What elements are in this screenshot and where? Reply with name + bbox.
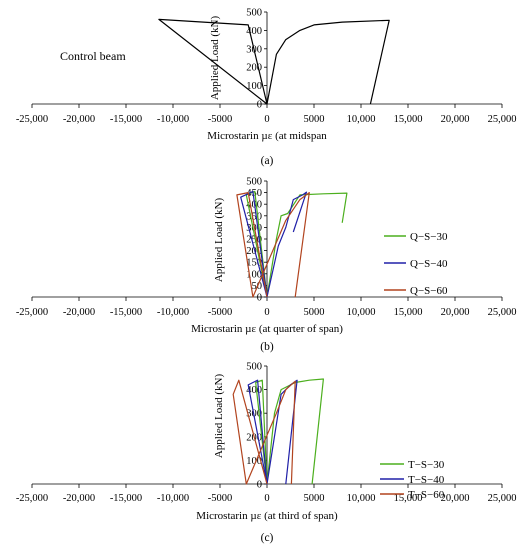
- x-tick-label: -25,000: [16, 114, 48, 125]
- legend-label: Q−S−40: [410, 258, 448, 270]
- y-tick-label: 450: [246, 188, 262, 199]
- panel-caption: (b): [260, 341, 274, 353]
- x-tick-label: 0: [264, 114, 269, 125]
- y-tick-label: 500: [246, 8, 262, 19]
- x-tick-label: 15,000: [394, 493, 423, 504]
- y-tick-label: 0: [257, 100, 262, 111]
- y-tick-label: 500: [246, 177, 262, 188]
- x-tick-label: -25,000: [16, 493, 48, 504]
- x-tick-label: -15,000: [110, 493, 142, 504]
- y-tick-label: 500: [246, 362, 262, 373]
- legend-label: Q−S−30: [410, 231, 448, 243]
- y-axis-title: Applied Load (kN): [213, 198, 225, 283]
- x-tick-label: -10,000: [157, 493, 189, 504]
- series-line-1: [158, 18, 390, 105]
- series-line-2: [247, 379, 298, 485]
- x-tick-label: -20,000: [63, 114, 95, 125]
- y-tick-label: 50: [252, 281, 263, 292]
- x-tick-label: 15,000: [394, 114, 423, 125]
- legend-label: T−S−40: [408, 474, 445, 486]
- x-tick-label: 20,000: [441, 493, 470, 504]
- x-axis-title: Microstarin µε (at quarter of span): [191, 323, 343, 335]
- x-tick-label: 10,000: [347, 307, 376, 318]
- y-tick-label: 100: [246, 81, 262, 92]
- y-tick-label: 150: [246, 258, 262, 269]
- x-tick-label: -5000: [208, 493, 233, 504]
- legend-label: T−S−60: [408, 489, 445, 501]
- x-tick-label: 5000: [304, 114, 325, 125]
- y-tick-label: 200: [246, 246, 262, 257]
- x-tick-label: 10,000: [347, 493, 376, 504]
- x-axis-title: Microstarin µε (at midspan: [207, 130, 327, 142]
- y-tick-label: 200: [246, 63, 262, 74]
- x-tick-label: 5000: [304, 307, 325, 318]
- series-line-3: [232, 379, 296, 485]
- y-tick-label: 250: [246, 235, 262, 246]
- y-tick-label: 100: [246, 269, 262, 280]
- series-line-1: [255, 378, 324, 485]
- x-tick-label: -5000: [208, 307, 233, 318]
- y-tick-label: 350: [246, 211, 262, 222]
- series-line-3: [236, 192, 310, 298]
- x-tick-label: -10,000: [157, 114, 189, 125]
- y-axis-title: Applied Load (kN): [213, 374, 225, 459]
- x-tick-label: -15,000: [110, 307, 142, 318]
- x-tick-label: 25,000: [488, 114, 517, 125]
- y-tick-label: 100: [246, 456, 262, 467]
- y-tick-label: 400: [246, 26, 262, 37]
- y-tick-label: 400: [246, 385, 262, 396]
- chart-annotation: Control beam: [60, 49, 126, 63]
- x-tick-label: -5000: [208, 114, 233, 125]
- y-tick-label: 0: [257, 293, 262, 304]
- panel-b: -25,000 -20,000 -15,000 -10,000 -5000 0 5000 10…: [16, 177, 517, 354]
- x-tick-label: 0: [264, 307, 269, 318]
- panel-caption: (c): [261, 532, 274, 544]
- x-axis-title: Microstarin µε (at third of span): [196, 510, 338, 522]
- x-tick-label: -15,000: [110, 114, 142, 125]
- x-tick-label: 20,000: [441, 114, 470, 125]
- x-tick-label: 25,000: [488, 493, 517, 504]
- panel-a: -25,000 -20,000 -15,000 -10,000 -5000 0 5000 10…: [16, 8, 517, 168]
- x-tick-label: 5000: [304, 493, 325, 504]
- series-line-2: [240, 190, 308, 298]
- y-tick-label: 0: [257, 480, 262, 491]
- x-tick-label: -20,000: [63, 493, 95, 504]
- panel-caption: (a): [261, 155, 274, 167]
- y-axis-title: Applied Load (kN): [209, 16, 221, 101]
- legend-label: T−S−30: [408, 459, 445, 471]
- panel-c: -25,000 -20,000 -15,000 -10,000 -5000 0 5000 10…: [16, 362, 517, 545]
- y-tick-label: 400: [246, 200, 262, 211]
- x-tick-label: 20,000: [441, 307, 470, 318]
- x-tick-label: -10,000: [157, 307, 189, 318]
- x-tick-label: 15,000: [394, 307, 423, 318]
- x-tick-label: 0: [264, 493, 269, 504]
- x-tick-label: -25,000: [16, 307, 48, 318]
- x-tick-label: -20,000: [63, 307, 95, 318]
- x-tick-label: 25,000: [488, 307, 517, 318]
- x-tick-label: 10,000: [347, 114, 376, 125]
- legend-label: Q−S−60: [410, 285, 448, 297]
